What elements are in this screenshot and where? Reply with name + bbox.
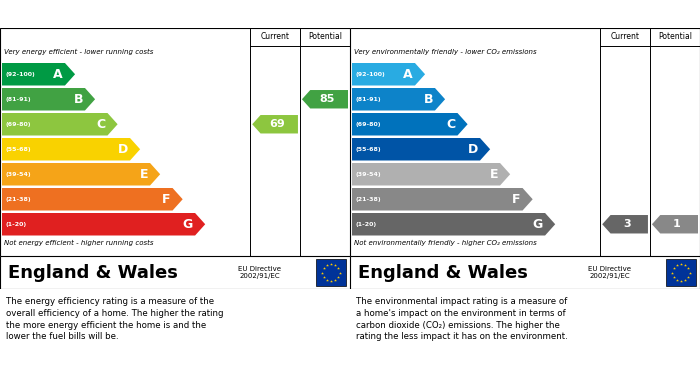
Text: EU Directive
2002/91/EC: EU Directive 2002/91/EC	[588, 266, 631, 279]
Text: England & Wales: England & Wales	[358, 264, 528, 282]
Text: F: F	[162, 193, 171, 206]
Text: 85: 85	[319, 94, 335, 104]
Text: Very energy efficient - lower running costs: Very energy efficient - lower running co…	[4, 49, 153, 55]
Polygon shape	[602, 215, 648, 233]
Polygon shape	[652, 215, 698, 233]
Text: (21-38): (21-38)	[355, 197, 381, 202]
Text: (39-54): (39-54)	[355, 172, 381, 177]
Text: (81-91): (81-91)	[5, 97, 31, 102]
Polygon shape	[352, 188, 533, 210]
Polygon shape	[2, 63, 75, 86]
Polygon shape	[252, 115, 298, 133]
Text: (92-100): (92-100)	[5, 72, 35, 77]
Text: Energy Efficiency Rating: Energy Efficiency Rating	[8, 7, 181, 20]
Text: Potential: Potential	[658, 32, 692, 41]
Text: Not energy efficient - higher running costs: Not energy efficient - higher running co…	[4, 240, 153, 246]
Text: C: C	[447, 118, 456, 131]
Polygon shape	[302, 90, 348, 108]
Text: C: C	[97, 118, 106, 131]
Text: F: F	[512, 193, 521, 206]
Text: (55-68): (55-68)	[355, 147, 381, 152]
Text: (1-20): (1-20)	[355, 222, 376, 227]
Text: The energy efficiency rating is a measure of the
overall efficiency of a home. T: The energy efficiency rating is a measur…	[6, 297, 223, 341]
Text: D: D	[118, 143, 128, 156]
Text: Current: Current	[610, 32, 640, 41]
Text: The environmental impact rating is a measure of
a home's impact on the environme: The environmental impact rating is a mea…	[356, 297, 568, 341]
Polygon shape	[2, 88, 95, 111]
Bar	[666, 259, 696, 286]
Bar	[316, 259, 346, 286]
Text: A: A	[403, 68, 413, 81]
Text: Potential: Potential	[308, 32, 342, 41]
Text: Not environmentally friendly - higher CO₂ emissions: Not environmentally friendly - higher CO…	[354, 240, 537, 246]
Text: EU Directive
2002/91/EC: EU Directive 2002/91/EC	[238, 266, 281, 279]
Text: 1: 1	[673, 219, 680, 229]
Text: England & Wales: England & Wales	[8, 264, 178, 282]
Text: (39-54): (39-54)	[5, 172, 31, 177]
Text: G: G	[533, 218, 543, 231]
Text: 69: 69	[269, 119, 285, 129]
Text: (55-68): (55-68)	[5, 147, 31, 152]
Polygon shape	[2, 188, 183, 210]
Text: Very environmentally friendly - lower CO₂ emissions: Very environmentally friendly - lower CO…	[354, 49, 537, 55]
Polygon shape	[2, 213, 205, 235]
Text: D: D	[468, 143, 478, 156]
Text: (69-80): (69-80)	[355, 122, 381, 127]
Text: B: B	[424, 93, 433, 106]
Text: Current: Current	[260, 32, 290, 41]
Text: (69-80): (69-80)	[5, 122, 31, 127]
Text: E: E	[139, 168, 148, 181]
Text: Environmental Impact (CO₂) Rating: Environmental Impact (CO₂) Rating	[358, 7, 605, 20]
Text: A: A	[53, 68, 63, 81]
Text: G: G	[183, 218, 193, 231]
Polygon shape	[352, 63, 425, 86]
Text: 3: 3	[623, 219, 631, 229]
Text: E: E	[489, 168, 498, 181]
Polygon shape	[2, 138, 140, 160]
Polygon shape	[2, 113, 118, 136]
Text: B: B	[74, 93, 83, 106]
Text: (92-100): (92-100)	[355, 72, 385, 77]
Polygon shape	[2, 163, 160, 185]
Text: (1-20): (1-20)	[5, 222, 26, 227]
Text: (81-91): (81-91)	[355, 97, 381, 102]
Polygon shape	[352, 138, 490, 160]
Text: (21-38): (21-38)	[5, 197, 31, 202]
Polygon shape	[352, 88, 445, 111]
Polygon shape	[352, 163, 510, 185]
Polygon shape	[352, 113, 468, 136]
Polygon shape	[352, 213, 555, 235]
